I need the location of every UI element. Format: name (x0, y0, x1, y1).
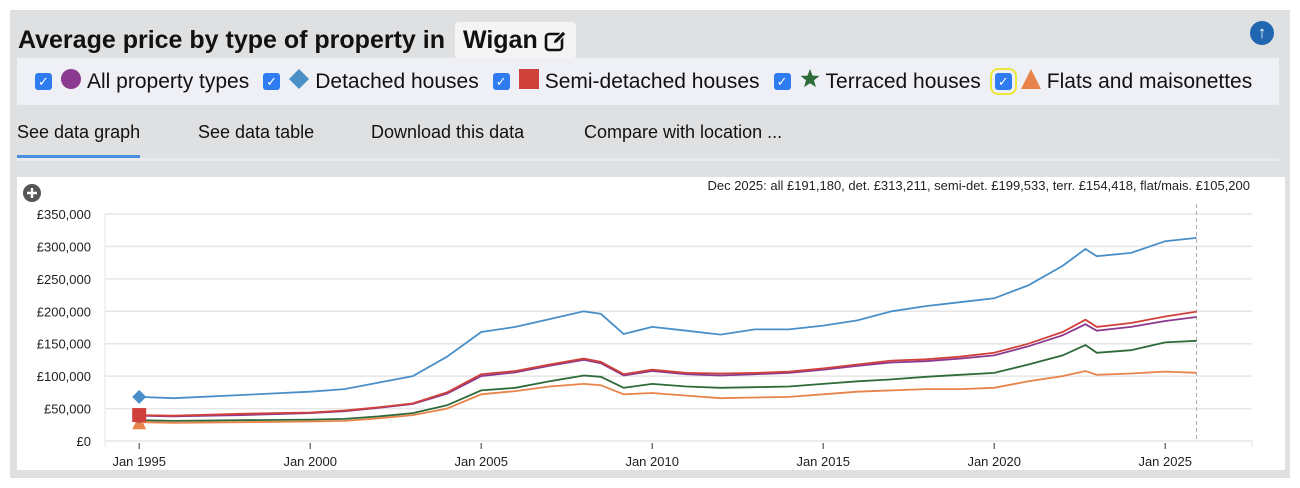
pencil-square-icon (544, 29, 567, 51)
y-tick-label: £350,000 (37, 207, 91, 222)
series-line-terraced-houses (139, 339, 1197, 422)
x-tick-label: Jan 2000 (283, 454, 337, 469)
checkbox[interactable]: ✓ (492, 73, 510, 90)
y-tick-label: £250,000 (37, 272, 91, 287)
series-line-flats-and-maisonettes (139, 370, 1197, 424)
checkbox[interactable]: ✓ (989, 68, 1017, 95)
chart-area: £0 £50,000 £100,000 £150,000 £200,000 £250,00… (17, 177, 1285, 470)
legend-label: All property types (87, 69, 250, 93)
tab-compare-location[interactable]: Compare with location ... (584, 122, 783, 142)
legend-item-semi-detached-houses[interactable]: ✓ Semi-detached houses (492, 68, 760, 95)
series-line-semi-detached-houses (139, 310, 1197, 417)
chart-panel: Average price by type of property in Wig… (10, 10, 1290, 478)
tab-see-data-graph[interactable]: See data graph (17, 122, 141, 158)
series-line-all-property-types (139, 316, 1197, 418)
y-tick-label: £300,000 (37, 239, 91, 254)
y-tick-label: £200,000 (37, 304, 91, 319)
checkbox[interactable]: ✓ (773, 73, 791, 90)
square-marker-icon (518, 68, 539, 95)
legend-item-flats-and-maisonettes[interactable]: ✓ Flats and maisonettes (989, 68, 1253, 95)
zoom-in-icon[interactable] (23, 184, 41, 202)
y-tick-label: £50,000 (44, 402, 91, 417)
legend-label: Terraced houses (825, 69, 981, 93)
circle-marker-icon (61, 68, 81, 95)
y-tick-label: £150,000 (37, 337, 91, 352)
square-start-marker (132, 408, 147, 423)
legend-label: Semi-detached houses (544, 69, 760, 93)
x-tick-label: Jan 2010 (625, 454, 679, 469)
arrow-up-circle-icon[interactable]: ↑ (1250, 21, 1274, 45)
legend-label: Detached houses (315, 69, 479, 93)
star-marker-icon (800, 68, 820, 95)
line-chart: £0 £50,000 £100,000 £150,000 £200,000 £250,00… (23, 178, 1253, 469)
diamond-start-marker (132, 389, 147, 404)
series-line-detached-houses (139, 237, 1197, 400)
triangle-marker-icon (1020, 68, 1041, 95)
page-title: Average price by type of property in Wig… (18, 22, 576, 59)
x-tick-label: Jan 2015 (796, 454, 850, 469)
y-tick-label: £100,000 (37, 369, 91, 384)
location-selector[interactable]: Wigan (454, 22, 576, 59)
checkbox[interactable]: ✓ (263, 73, 281, 90)
series-legend: ✓ All property types ✓ Detached houses ✓ Semi… (17, 58, 1279, 105)
legend-item-all-property-types[interactable]: ✓ All property types (35, 68, 250, 95)
x-tick-label: Jan 1995 (112, 454, 166, 469)
checkbox[interactable]: ✓ (35, 73, 52, 90)
x-tick-label: Jan 2025 (1138, 454, 1192, 469)
x-tick-label: Jan 2005 (454, 454, 508, 469)
legend-label: Flats and maisonettes (1046, 69, 1253, 93)
x-tick-label: Jan 2020 (967, 454, 1021, 469)
diamond-marker-icon (289, 68, 310, 95)
latest-values-annotation: Dec 2025: all £191,180, det. £313,211, s… (707, 178, 1250, 193)
tab-see-data-table[interactable]: See data table (198, 122, 315, 142)
tab-download-data[interactable]: Download this data (371, 122, 525, 142)
legend-item-detached-houses[interactable]: ✓ Detached houses (263, 68, 479, 95)
y-tick-label: £0 (77, 434, 91, 449)
legend-item-terraced-houses[interactable]: ✓ Terraced houses (773, 68, 981, 95)
view-tabs: See data graph See data table Download t… (17, 114, 1279, 161)
